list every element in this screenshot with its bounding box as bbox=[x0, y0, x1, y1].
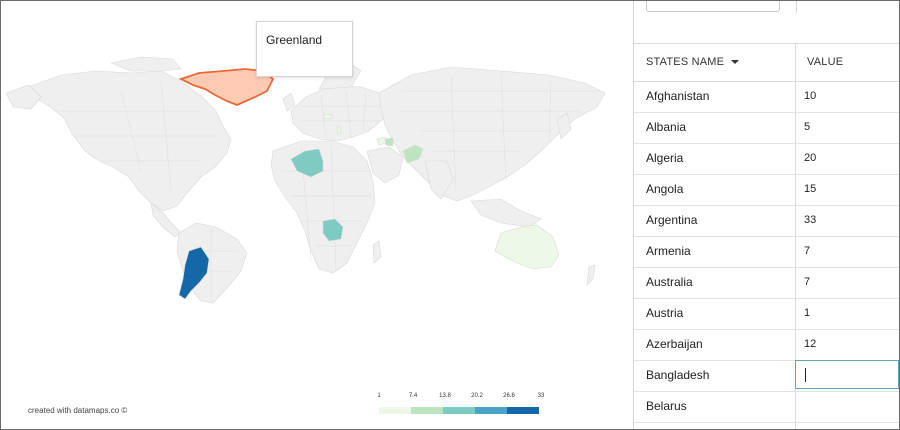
country-border bbox=[330, 142, 337, 272]
legend-swatch bbox=[379, 407, 411, 414]
value-cell[interactable]: 7 bbox=[804, 245, 811, 257]
table-header: STATES NAME VALUE bbox=[634, 43, 899, 82]
region-argentina[interactable] bbox=[178, 246, 210, 300]
country-border bbox=[345, 90, 352, 138]
caret-down-icon[interactable] bbox=[731, 60, 740, 65]
region-austria[interactable] bbox=[322, 113, 334, 120]
world-map bbox=[5, 56, 606, 304]
tooltip-text: Greenland bbox=[266, 33, 323, 47]
legend-tick: 7.4 bbox=[408, 393, 418, 399]
region-greenland[interactable] bbox=[178, 68, 275, 106]
column-header-value[interactable]: VALUE bbox=[807, 56, 844, 68]
region-angola[interactable] bbox=[322, 218, 344, 242]
region-canada-islands[interactable] bbox=[109, 56, 182, 72]
state-name-cell: Albania bbox=[646, 120, 687, 134]
region-central-america[interactable] bbox=[150, 202, 182, 238]
country-border bbox=[450, 75, 457, 192]
region-india[interactable] bbox=[424, 160, 454, 200]
state-name-cell: Australia bbox=[646, 275, 693, 289]
country-border bbox=[500, 72, 507, 182]
legend-labels: 1 7.4 13.8 20.2 26.6 33 bbox=[377, 393, 549, 403]
legend-swatch bbox=[443, 407, 475, 414]
map-tooltip: Greenland bbox=[256, 21, 353, 77]
region-afghanistan[interactable] bbox=[402, 144, 424, 164]
country-border bbox=[160, 80, 172, 192]
table-row[interactable]: Armenia 7 bbox=[634, 236, 899, 268]
region-arabia[interactable] bbox=[366, 146, 404, 184]
table-row[interactable]: Austria 1 bbox=[634, 298, 899, 330]
grid-borders bbox=[61, 72, 601, 297]
value-cell[interactable]: 5 bbox=[804, 121, 811, 133]
region-uk[interactable] bbox=[282, 92, 296, 112]
state-name-cell: Argentina bbox=[646, 213, 698, 227]
data-table-pane: STATES NAME VALUE Afghanistan 10 Albania 5 A… bbox=[633, 1, 899, 429]
table-row[interactable]: Belarus bbox=[634, 391, 899, 423]
map-pane: Greenland created with datamaps.co © 1 7… bbox=[1, 1, 633, 429]
region-albania[interactable] bbox=[336, 125, 342, 135]
region-madagascar[interactable] bbox=[372, 240, 382, 264]
value-cell[interactable]: 1 bbox=[804, 307, 811, 319]
base-land bbox=[5, 56, 606, 304]
table-row[interactable]: Algeria 20 bbox=[634, 143, 899, 175]
legend-bar bbox=[379, 407, 549, 414]
value-cell[interactable]: 33 bbox=[804, 214, 817, 226]
state-name-cell: Afghanistan bbox=[646, 89, 710, 103]
value-cell[interactable]: 15 bbox=[804, 183, 817, 195]
divider bbox=[796, 1, 797, 13]
legend-tick: 33 bbox=[537, 393, 545, 399]
region-new-zealand[interactable] bbox=[586, 264, 596, 286]
credit-text: created with datamaps.co © bbox=[28, 406, 128, 415]
value-cell[interactable]: 20 bbox=[804, 152, 817, 164]
search-input[interactable] bbox=[646, 1, 780, 12]
state-name-cell: Armenia bbox=[646, 244, 691, 258]
choropleth-regions bbox=[178, 68, 560, 300]
state-name-cell: Azerbaijan bbox=[646, 337, 703, 351]
country-border bbox=[362, 92, 367, 132]
color-legend: 1 7.4 13.8 20.2 26.6 33 bbox=[377, 393, 549, 414]
region-southeast-asia[interactable] bbox=[470, 198, 542, 228]
table-row[interactable]: Angola 15 bbox=[634, 174, 899, 206]
table-row[interactable]: Argentina 33 bbox=[634, 205, 899, 237]
region-japan[interactable] bbox=[556, 112, 572, 140]
region-north-america[interactable] bbox=[30, 70, 232, 212]
legend-swatch bbox=[411, 407, 443, 414]
region-africa[interactable] bbox=[270, 140, 376, 274]
table-row[interactable]: Albania 5 bbox=[634, 112, 899, 144]
value-cell[interactable]: 12 bbox=[804, 338, 817, 350]
text-caret bbox=[805, 368, 806, 382]
region-australia[interactable] bbox=[494, 224, 560, 270]
region-alaska[interactable] bbox=[5, 84, 42, 110]
region-algeria[interactable] bbox=[290, 148, 324, 178]
table-row[interactable]: Australia 7 bbox=[634, 267, 899, 299]
legend-tick: 26.6 bbox=[503, 393, 515, 399]
state-name-cell: Angola bbox=[646, 182, 684, 196]
country-border bbox=[120, 90, 142, 172]
value-cell[interactable]: 7 bbox=[804, 276, 811, 288]
region-asia[interactable] bbox=[378, 66, 606, 202]
column-header-name[interactable]: STATES NAME bbox=[646, 56, 740, 68]
value-edit-input[interactable] bbox=[795, 360, 899, 389]
state-name-cell: Austria bbox=[646, 306, 684, 320]
country-border bbox=[548, 80, 552, 142]
legend-swatch bbox=[475, 407, 507, 414]
table-row[interactable]: Azerbaijan 12 bbox=[634, 329, 899, 361]
state-name-cell: Algeria bbox=[646, 151, 684, 165]
value-cell[interactable]: 10 bbox=[804, 90, 817, 102]
state-name-cell: Belarus bbox=[646, 399, 687, 413]
state-name-cell: Bangladesh bbox=[646, 368, 710, 382]
table-row[interactable]: Afghanistan 10 bbox=[634, 81, 899, 113]
table-row[interactable]: Bangladesh bbox=[634, 360, 899, 392]
legend-tick: 1 bbox=[377, 393, 381, 399]
region-azerbaijan[interactable] bbox=[384, 137, 394, 147]
column-header-name-label: STATES NAME bbox=[646, 56, 725, 68]
legend-tick: 13.8 bbox=[439, 393, 451, 399]
legend-tick: 20.2 bbox=[471, 393, 483, 399]
legend-swatch bbox=[507, 407, 539, 414]
